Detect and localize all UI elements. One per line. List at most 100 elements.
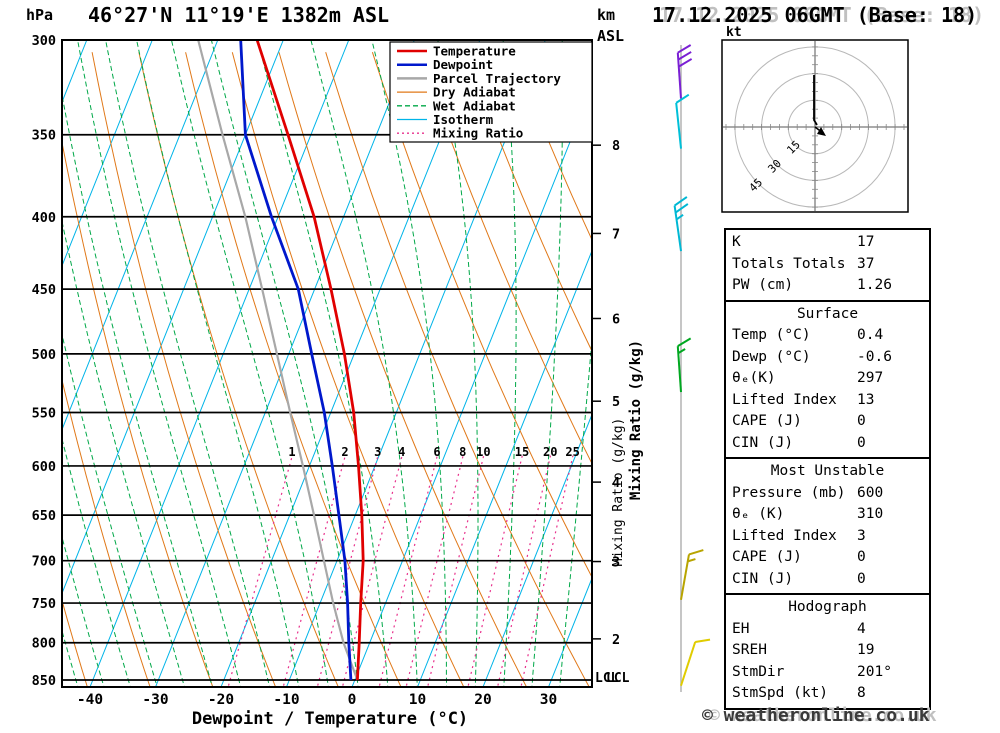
stat-row: Temp (°C) 0.4 bbox=[726, 325, 929, 347]
wind-barb-half-tick bbox=[687, 558, 696, 563]
wet-adiabat-line bbox=[77, 40, 242, 687]
stat-row: EH 4 bbox=[726, 619, 929, 641]
wet-adiabat-line bbox=[171, 40, 329, 687]
stats-section: K 17 Totals Totals 37 PW (cm) 1.26 bbox=[724, 228, 931, 302]
km-tick-label: 4 bbox=[612, 475, 620, 491]
dry-adiabat-line bbox=[325, 52, 590, 687]
pressure-tick-label: 500 bbox=[32, 347, 56, 363]
stat-row: Lifted Index 13 bbox=[726, 390, 929, 412]
altitude-axis-unit-asl: ASL bbox=[597, 27, 625, 45]
temp-tick-label: 30 bbox=[540, 692, 557, 708]
storm-motion-arrowhead bbox=[817, 127, 826, 136]
pressure-tick-label: 850 bbox=[32, 673, 56, 689]
stat-row: Pressure (mb) 600 bbox=[726, 483, 929, 505]
stat-value: -0.6 bbox=[857, 348, 892, 365]
copyright: © weatheronline.co.uk bbox=[702, 705, 930, 726]
stat-label: Totals Totals bbox=[732, 255, 846, 272]
temp-tick-label: 0 bbox=[348, 692, 357, 708]
stat-row: CAPE (J) 0 bbox=[726, 411, 929, 433]
wind-barb-staff bbox=[675, 102, 682, 149]
stats-section-title: Most Unstable bbox=[770, 463, 885, 479]
stat-value: 297 bbox=[857, 370, 884, 386]
mixing-ratio-value-label: 6 bbox=[433, 445, 440, 459]
dry-adiabat-line bbox=[0, 52, 26, 691]
stat-row: CIN (J) 0 bbox=[726, 569, 929, 591]
wet-adiabat-line bbox=[257, 40, 389, 687]
legend-label: Dewpoint bbox=[433, 57, 493, 72]
stat-value: 13 bbox=[857, 391, 875, 408]
wind-barb-half-tick bbox=[677, 348, 686, 354]
stat-row: Dewp (°C) -0.6 bbox=[726, 347, 929, 369]
stat-row: CAPE (J) 0 bbox=[726, 547, 929, 569]
legend-label: Temperature bbox=[433, 44, 516, 59]
dry-adiabat-line bbox=[91, 52, 277, 687]
wind-barb-full-tick bbox=[677, 337, 692, 347]
wet-adiabat-line bbox=[136, 40, 300, 687]
pressure-tick-label: 650 bbox=[32, 508, 56, 524]
stats-panel: K 17 Totals Totals 37 PW (cm) 1.26 Surface Temp… bbox=[724, 228, 931, 710]
pressure-tick-label: 400 bbox=[32, 210, 56, 226]
temp-tick-label: -10 bbox=[273, 692, 299, 708]
legend-label: Dry Adiabat bbox=[433, 85, 516, 100]
isotherm-line bbox=[62, 40, 219, 431]
wet-adiabat-line bbox=[62, 436, 131, 687]
pressure-tick-label: 800 bbox=[32, 636, 56, 652]
wind-barb-staff bbox=[680, 554, 690, 600]
wind-barb bbox=[673, 196, 689, 252]
wind-barb-full-tick bbox=[688, 549, 704, 556]
mixing-ratio-line bbox=[378, 455, 438, 687]
x-axis-title: Dewpoint / Temperature (°C) bbox=[192, 709, 468, 729]
chart-frame bbox=[61, 39, 593, 688]
wind-barb bbox=[676, 44, 693, 99]
stats-section-title: Hodograph bbox=[788, 599, 867, 615]
mixing-ratio-value-label: 1 bbox=[288, 445, 295, 459]
wet-adiabat-line bbox=[105, 40, 271, 687]
km-tick-label: 6 bbox=[612, 311, 620, 327]
stat-label: PW (cm) bbox=[732, 277, 794, 293]
stat-value: 0 bbox=[857, 434, 866, 451]
isotherm-line bbox=[351, 85, 592, 687]
mixing-ratio-value-label: 3 bbox=[374, 445, 381, 459]
wet-adiabat-line bbox=[62, 219, 185, 687]
dry-adiabat-line bbox=[371, 52, 592, 579]
wind-barb-full-tick bbox=[675, 93, 690, 104]
mixing-ratio-value-label: 25 bbox=[565, 445, 579, 459]
stat-value: 0 bbox=[857, 549, 866, 565]
stat-label: K bbox=[732, 234, 741, 250]
dry-adiabat-line bbox=[62, 140, 214, 687]
mixing-ratio-line bbox=[520, 455, 574, 687]
wind-barb-full-tick bbox=[677, 44, 692, 54]
temp-tick-label: -30 bbox=[142, 692, 168, 708]
stats-section: Surface Temp (°C) 0.4 Dewp (°C) -0.6 θₑ(K) 297… bbox=[724, 299, 931, 459]
km-tick-label: 3 bbox=[612, 555, 620, 571]
mixing-ratio-line bbox=[427, 455, 485, 687]
mixing-ratio-value-label: 4 bbox=[398, 445, 405, 459]
wet-adiabat-line bbox=[0, 40, 28, 691]
dry-adiabat-line bbox=[185, 52, 402, 687]
dry-adiabat-line bbox=[418, 52, 592, 465]
dry-adiabat-line bbox=[278, 52, 528, 687]
legend-label: Isotherm bbox=[433, 112, 494, 127]
temp-tick-label: 10 bbox=[409, 692, 426, 708]
mixing-ratio-line bbox=[467, 455, 523, 687]
wind-barb bbox=[675, 93, 690, 149]
wet-adiabat-line bbox=[62, 332, 158, 687]
wind-barb bbox=[680, 549, 704, 600]
wet-adiabat-line bbox=[310, 40, 418, 687]
stat-value: 3 bbox=[857, 527, 866, 544]
wet-adiabat-line bbox=[437, 40, 479, 687]
legend-label: Parcel Trajectory bbox=[433, 71, 561, 86]
stat-label: CAPE (J) bbox=[732, 413, 802, 429]
altitude-axis-unit-km: km bbox=[597, 6, 616, 24]
dewpoint-curve bbox=[239, 40, 353, 681]
wind-barb-staff bbox=[676, 346, 682, 393]
wind-barb-half-tick bbox=[675, 214, 684, 221]
stat-row: Totals Totals 37 bbox=[726, 254, 929, 276]
legend-label: Mixing Ratio bbox=[433, 126, 523, 141]
dry-adiabat-line bbox=[512, 52, 592, 242]
pressure-tick-label: 550 bbox=[32, 405, 56, 421]
dry-adiabat-line bbox=[231, 52, 465, 687]
stat-label: SREH bbox=[732, 642, 767, 658]
